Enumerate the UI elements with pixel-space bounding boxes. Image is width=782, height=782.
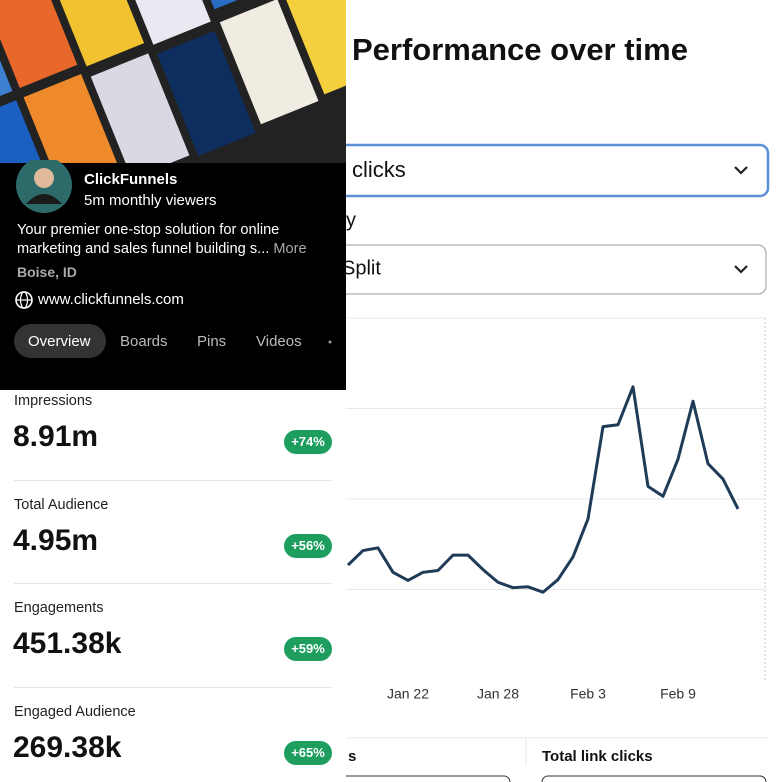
footer-label: s xyxy=(348,748,356,765)
stat-value: 269.38k xyxy=(13,730,122,764)
split-label: y xyxy=(346,209,356,231)
divider xyxy=(14,686,332,688)
footer-box xyxy=(541,775,767,782)
change-badge: +56% xyxy=(284,533,332,558)
tab[interactable]: Pins xyxy=(197,333,227,350)
profile-location: Boise, ID xyxy=(17,264,77,280)
tab-active xyxy=(14,324,106,358)
line-series xyxy=(346,385,740,594)
chart: Jan 22 Jan 28 Feb 3 Feb 9 xyxy=(300,385,765,702)
profile-icons xyxy=(14,160,332,358)
x-tick-label: Jan 28 xyxy=(477,686,519,702)
stat-label: Impressions xyxy=(14,393,93,409)
stat-value: 4.95m xyxy=(13,523,99,557)
stat-value: 8.91m xyxy=(13,420,99,453)
change-badge: +74% xyxy=(284,430,332,454)
divider xyxy=(14,583,332,584)
performance-title: Performance over time xyxy=(352,32,688,67)
change-badge: +59% xyxy=(284,637,332,661)
footer-label: Total link clicks xyxy=(542,748,653,765)
tab[interactable]: Videos xyxy=(256,333,302,350)
footer-clip: s Total link clicks xyxy=(348,748,653,765)
stat-label: Total Audience xyxy=(14,496,109,513)
x-tick-label: Jan 22 xyxy=(387,686,429,702)
change-badge: +65% xyxy=(284,740,332,765)
footer-box xyxy=(299,775,511,782)
profile-website[interactable]: www.clickfunnels.com xyxy=(38,291,184,308)
split-dropdown-value: Split xyxy=(342,257,381,279)
stat-label: Engaged Audience xyxy=(14,703,136,720)
stat-value: 451.38k xyxy=(13,627,122,660)
profile-panel: ClickFunnels 5m monthly viewers Your pre… xyxy=(0,0,346,782)
chevron xyxy=(734,265,748,274)
tab[interactable]: Boards xyxy=(120,333,168,350)
metric-dropdown-value: clicks xyxy=(352,157,406,182)
tab[interactable]: Overview xyxy=(28,333,91,350)
divider xyxy=(14,479,332,481)
stat-label: Engagements xyxy=(14,600,104,616)
description-text: Your premier one-stop solution for onlin… xyxy=(17,222,280,257)
pin-collage xyxy=(0,0,346,163)
more-link[interactable]: More xyxy=(273,241,307,257)
chevron xyxy=(734,166,748,175)
profile-description: Your premier one-stop solution for onlin… xyxy=(17,221,339,259)
x-tick-label: Feb 3 xyxy=(570,686,606,702)
x-tick-label: Feb 9 xyxy=(660,686,696,702)
profile-viewers: 5m monthly viewers xyxy=(84,192,217,209)
profile-name: ClickFunnels xyxy=(84,171,178,188)
